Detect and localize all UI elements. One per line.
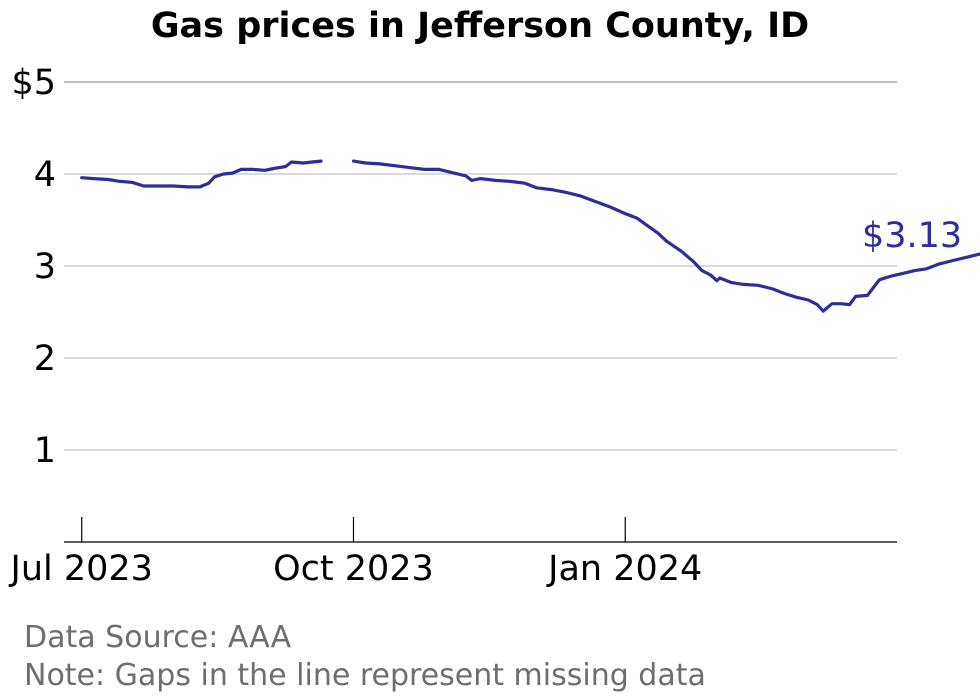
y-tick-label: 2 <box>34 339 56 379</box>
x-tick-label: Oct 2023 <box>273 549 434 589</box>
y-tick-label: 1 <box>34 431 56 471</box>
price-line-segment <box>351 159 980 313</box>
chart-title: Gas prices in Jefferson County, ID <box>151 6 809 46</box>
missing-data-note: Note: Gaps in the line represent missing… <box>24 658 706 693</box>
price-line-segment <box>80 159 323 189</box>
data-source-note: Data Source: AAA <box>24 620 292 655</box>
x-tick-label: Jan 2024 <box>546 549 702 589</box>
price-series <box>80 159 980 313</box>
end-value-label: $3.13 <box>862 216 962 256</box>
y-tick-label: 4 <box>34 155 56 195</box>
y-tick-label: $5 <box>11 63 56 103</box>
x-tick-label: Jul 2023 <box>9 549 153 589</box>
x-axis-ticks: Jul 2023 Oct 2023 Jan 2024 <box>9 517 702 589</box>
y-tick-label: 3 <box>34 247 56 287</box>
y-axis-ticks: 1 2 3 4 $5 <box>11 63 56 471</box>
gridlines <box>64 81 897 451</box>
